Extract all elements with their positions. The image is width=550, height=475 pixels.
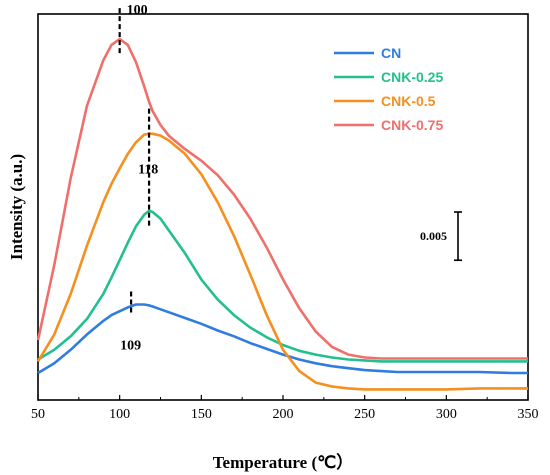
legend-label: CN <box>381 45 401 61</box>
x-tick-label: 350 <box>518 407 539 422</box>
series-line-cnk-0-25 <box>37 209 528 363</box>
x-tick-label: 200 <box>273 407 294 422</box>
scale-bar: 0.005 <box>420 211 462 262</box>
plot-frame <box>37 13 529 401</box>
peak-label: 109 <box>120 338 141 353</box>
legend-label: CNK-0.5 <box>381 93 436 109</box>
x-tick-label: 50 <box>31 407 45 422</box>
peak-label: 100 <box>127 3 148 18</box>
scale-bar-label: 0.005 <box>420 229 447 243</box>
series-line-cn <box>37 303 528 375</box>
x-tick-label: 300 <box>436 407 457 422</box>
series-group <box>36 37 528 391</box>
annotations: 100 118 109 <box>118 3 158 353</box>
legend-label: CNK-0.25 <box>381 69 443 85</box>
x-tick-label: 250 <box>354 407 375 422</box>
legend-label: CNK-0.75 <box>381 117 443 133</box>
y-axis-title: Intensity (a.u.) <box>7 154 26 260</box>
x-tick-label: 100 <box>109 407 130 422</box>
x-axis-title: Temperature (℃） <box>213 452 353 472</box>
legend: CN CNK-0.25 CNK-0.5 CNK-0.75 <box>334 45 443 133</box>
series-line-cnk-0-5 <box>36 132 528 391</box>
series-line-cnk-0-75 <box>36 37 528 360</box>
x-axis: 50 100 150 200 250 300 350 <box>31 395 539 422</box>
peak-label: 118 <box>138 163 158 178</box>
x-tick-label: 150 <box>191 407 212 422</box>
